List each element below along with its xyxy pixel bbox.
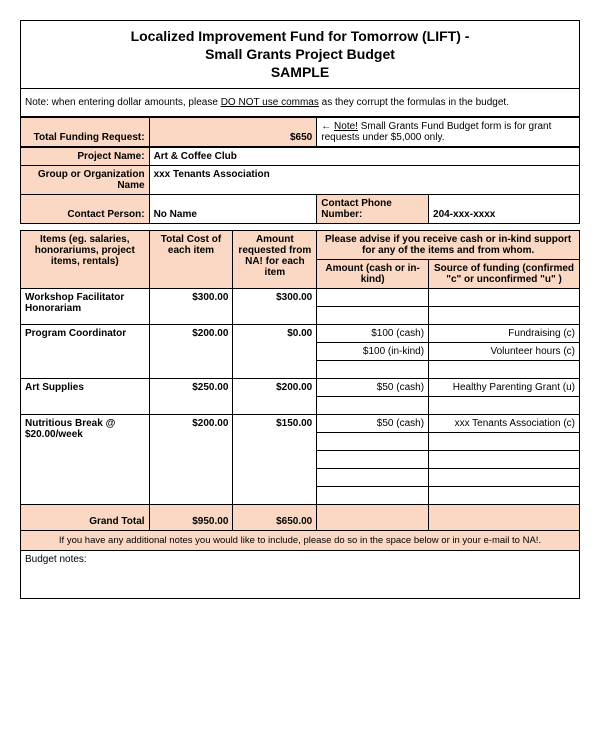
title-line2: Small Grants Project Budget	[25, 45, 575, 63]
funding-table: Total Funding Request: $650 ← Note! Smal…	[20, 117, 580, 147]
title-line3: SAMPLE	[25, 63, 575, 81]
hdr-total-cost: Total Cost of each item	[149, 230, 233, 288]
item-amount-req: $200.00	[233, 378, 317, 414]
budget-notes[interactable]: Budget notes:	[20, 551, 580, 599]
budget-notes-label: Budget notes:	[25, 554, 87, 565]
item-name: Workshop Facilitator Honorariam	[21, 288, 150, 324]
hdr-amount-req: Amount requested from NA! for each item	[233, 230, 317, 288]
support-amount	[317, 450, 429, 468]
item-total-cost: $200.00	[149, 414, 233, 504]
support-amount: $50 (cash)	[317, 378, 429, 396]
phone-value: 204-xxx-xxxx	[429, 194, 580, 223]
support-source	[429, 468, 580, 486]
support-source	[429, 396, 580, 414]
org-label: Group or Organization Name	[21, 165, 150, 194]
funding-side-note: ← Note! Small Grants Fund Budget form is…	[317, 117, 580, 146]
item-name: Nutritious Break @ $20.00/week	[21, 414, 150, 504]
support-source: Fundraising (c)	[429, 324, 580, 342]
support-amount	[317, 288, 429, 306]
side-note-u: Note!	[334, 121, 358, 132]
support-source: Healthy Parenting Grant (u)	[429, 378, 580, 396]
support-source	[429, 486, 580, 504]
project-info-table: Project Name: Art & Coffee Club Group or…	[20, 147, 580, 224]
item-total-cost: $250.00	[149, 378, 233, 414]
note-prefix: Note: when entering dollar amounts, plea…	[25, 97, 221, 108]
support-amount: $100 (cash)	[317, 324, 429, 342]
project-name-label: Project Name:	[21, 147, 150, 165]
item-amount-req: $150.00	[233, 414, 317, 504]
support-amount	[317, 486, 429, 504]
item-total-cost: $300.00	[149, 288, 233, 324]
item-total-cost: $200.00	[149, 324, 233, 378]
grand-total-cost: $950.00	[149, 504, 233, 530]
hdr-amount-cash: Amount (cash or in-kind)	[317, 259, 429, 288]
support-source	[429, 450, 580, 468]
hdr-source: Source of funding (confirmed "c" or unco…	[429, 259, 580, 288]
support-amount: $100 (in-kind)	[317, 342, 429, 360]
budget-form: Localized Improvement Fund for Tomorrow …	[20, 20, 580, 599]
item-name: Program Coordinator	[21, 324, 150, 378]
title-block: Localized Improvement Fund for Tomorrow …	[20, 20, 580, 89]
phone-label: Contact Phone Number:	[317, 194, 429, 223]
grand-blank2	[429, 504, 580, 530]
funding-amount: $650	[149, 117, 317, 146]
support-amount	[317, 306, 429, 324]
project-name-value: Art & Coffee Club	[149, 147, 579, 165]
commas-note: Note: when entering dollar amounts, plea…	[20, 89, 580, 117]
support-amount	[317, 396, 429, 414]
grand-total-req: $650.00	[233, 504, 317, 530]
support-amount	[317, 360, 429, 378]
support-source: xxx Tenants Association (c)	[429, 414, 580, 432]
item-amount-req: $0.00	[233, 324, 317, 378]
funding-label: Total Funding Request:	[21, 117, 150, 146]
note-underline: DO NOT use commas	[221, 97, 319, 108]
contact-value: No Name	[149, 194, 317, 223]
grand-total-label: Grand Total	[21, 504, 150, 530]
note-suffix: as they corrupt the formulas in the budg…	[319, 97, 509, 108]
support-source: Volunteer hours (c)	[429, 342, 580, 360]
hdr-advise: Please advise if you receive cash or in-…	[317, 230, 580, 259]
grand-blank1	[317, 504, 429, 530]
support-source	[429, 306, 580, 324]
support-amount	[317, 432, 429, 450]
title-line1: Localized Improvement Fund for Tomorrow …	[25, 27, 575, 45]
budget-items-table: Items (eg. salaries, honorariums, projec…	[20, 230, 580, 531]
support-source	[429, 288, 580, 306]
support-amount: $50 (cash)	[317, 414, 429, 432]
hdr-items: Items (eg. salaries, honorariums, projec…	[21, 230, 150, 288]
contact-label: Contact Person:	[21, 194, 150, 223]
item-amount-req: $300.00	[233, 288, 317, 324]
footer-note: If you have any additional notes you wou…	[20, 531, 580, 551]
arrow-icon: ←	[321, 121, 331, 132]
item-name: Art Supplies	[21, 378, 150, 414]
support-source	[429, 432, 580, 450]
support-source	[429, 360, 580, 378]
support-amount	[317, 468, 429, 486]
org-value: xxx Tenants Association	[149, 165, 579, 194]
